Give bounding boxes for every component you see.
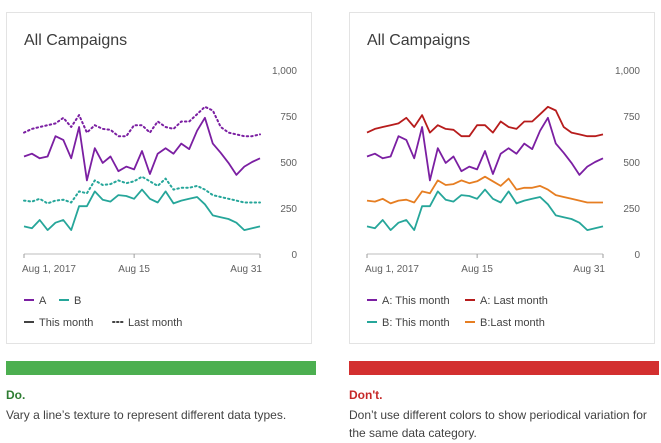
y-tick-label: 0 [634,250,640,261]
chart-card-dont: All Campaigns 0 250 500 750 1,000 Aug 1, 2017… [349,12,655,344]
y-tick-label: 500 [623,158,640,169]
legend-label: A: Last month [480,295,548,307]
y-tick-label: 750 [623,112,640,123]
series-line [366,105,604,138]
chart-title: All Campaigns [367,32,471,49]
y-tick-label: 1,000 [272,66,297,77]
legend-label: A [39,295,47,307]
dont-indicator-bar [349,361,659,375]
x-tick-label: Aug 1, 2017 [365,264,419,275]
series-line [23,105,261,138]
y-tick-label: 1,000 [615,66,640,77]
legend-label: Last month [128,317,182,329]
x-tick-label: Aug 1, 2017 [22,264,76,275]
do-caption: Vary a line’s texture to represent diffe… [6,408,287,422]
do-label: Do. [6,388,26,402]
y-tick-label: 250 [623,204,640,215]
series-line [366,188,604,232]
do-indicator-bar [6,361,316,375]
series-line [366,175,603,205]
chart-card-do: All Campaigns 0 250 500 750 1,000 Aug 1, 2017… [6,12,312,344]
line-chart-dont: 0 250 500 750 1,000 Aug 1, 2017 Aug 15 Aug 31 A:… [365,66,640,329]
series-line [23,116,261,182]
legend-label: This month [39,317,93,329]
y-tick-label: 750 [280,112,297,123]
dont-label: Don't. [349,388,383,402]
x-tick-label: Aug 15 [118,264,150,275]
line-chart-do: 0 250 500 750 1,000 Aug 1, 2017 Aug 15 Aug 31 A B… [22,66,297,329]
y-tick-label: 250 [280,204,297,215]
y-tick-label: 0 [291,250,297,261]
x-tick-label: Aug 31 [573,264,605,275]
series-line [366,116,604,182]
legend-label: B: This month [382,317,450,329]
x-tick-label: Aug 31 [230,264,262,275]
chart-title: All Campaigns [24,32,128,49]
series-line [23,188,261,232]
dont-caption: Don’t use different colors to show perio… [349,408,647,440]
x-tick-label: Aug 15 [461,264,493,275]
legend-label: A: This month [382,295,450,307]
legend-label: B:Last month [480,317,545,329]
series-line [23,175,261,205]
legend-label: B [74,295,81,307]
y-tick-label: 500 [280,158,297,169]
